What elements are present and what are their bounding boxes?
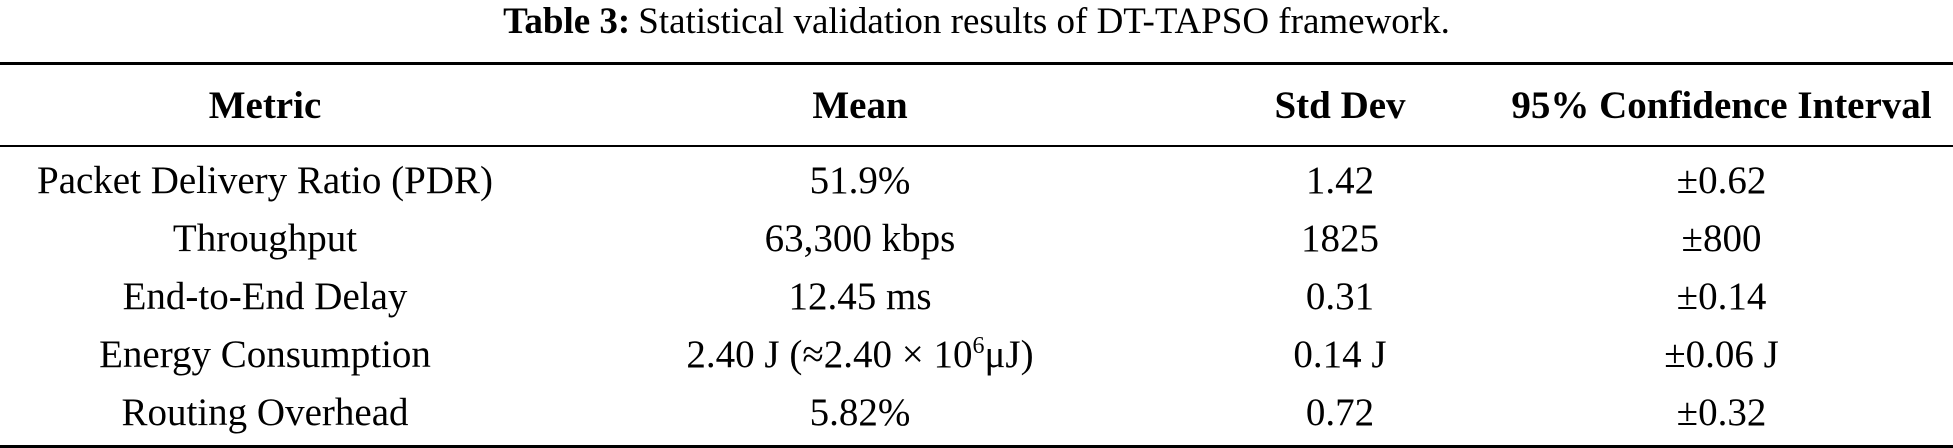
cell-metric: Throughput [172, 216, 358, 260]
table-caption: Table 3: Statistical validation results o… [0, 2, 1953, 42]
caption-label: Table 3: [503, 1, 631, 42]
cell-std-dev: 0.14 J [1293, 332, 1387, 376]
cell-std-dev: 0.72 [1305, 390, 1375, 434]
cell-mean: 63,300 kbps [764, 216, 956, 260]
cell-std-dev: 1825 [1301, 216, 1379, 260]
header-std-dev: Std Dev [1274, 83, 1406, 127]
mean-tail-text: μJ) [984, 332, 1034, 376]
cell-confidence-interval: ±0.62 [1676, 158, 1767, 202]
table-row: Packet Delivery Ratio (PDR) 51.9% 1.42 ±… [0, 146, 1953, 209]
cell-mean: 2.40 J (≈2.40 × 106μJ) [530, 325, 1190, 383]
cell-std-dev: 0.31 [1305, 274, 1375, 318]
cell-confidence-interval: ±0.32 [1676, 390, 1767, 434]
cell-mean: 51.9% [809, 158, 911, 202]
cell-metric: Routing Overhead [121, 390, 409, 434]
cell-mean: 5.82% [809, 390, 911, 434]
table-row: End-to-End Delay 12.45 ms 0.31 ±0.14 [0, 267, 1953, 325]
header-mean: Mean [812, 83, 908, 127]
caption-text: Statistical validation results of DT-TAP… [638, 1, 1450, 42]
header-metric: Metric [208, 83, 322, 127]
cell-confidence-interval: ±0.06 J [1664, 332, 1779, 376]
cell-metric: End-to-End Delay [122, 274, 408, 318]
cell-metric: Packet Delivery Ratio (PDR) [37, 158, 493, 202]
table-row: Routing Overhead 5.82% 0.72 ±0.32 [0, 383, 1953, 447]
cell-confidence-interval: ±800 [1681, 216, 1762, 260]
cell-std-dev: 1.42 [1305, 158, 1375, 202]
mean-main-text: 2.40 J (≈2.40 × 10 [686, 332, 973, 376]
cell-metric: Energy Consumption [99, 332, 431, 376]
header-row: Metric Mean Std Dev 95% Confidence Inter… [0, 63, 1953, 146]
mean-exponent: 6 [972, 332, 985, 359]
cell-mean: 12.45 ms [788, 274, 932, 318]
table-row: Throughput 63,300 kbps 1825 ±800 [0, 209, 1953, 267]
header-confidence-interval: 95% Confidence Interval [1511, 83, 1932, 127]
results-table: Metric Mean Std Dev 95% Confidence Inter… [0, 62, 1953, 448]
cell-confidence-interval: ±0.14 [1676, 274, 1767, 318]
table-row: Energy Consumption 2.40 J (≈2.40 × 106μJ… [0, 325, 1953, 383]
